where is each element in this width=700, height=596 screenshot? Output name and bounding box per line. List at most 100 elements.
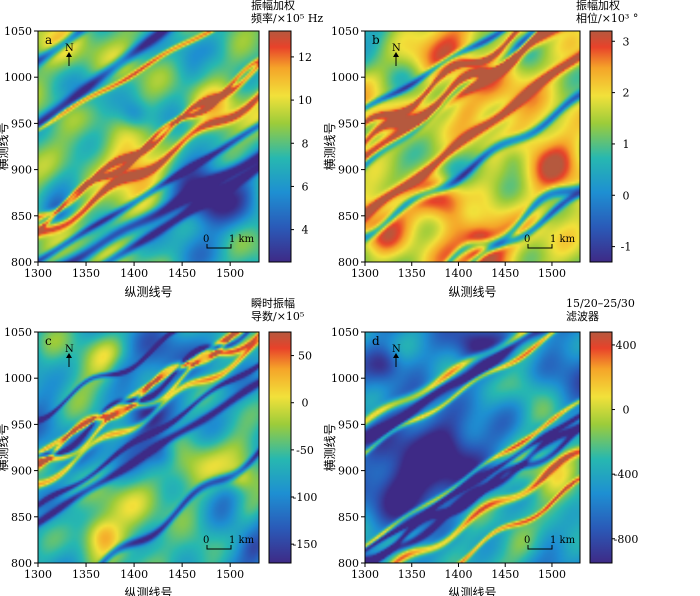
y-tick-label: 800 <box>11 256 32 269</box>
scale-bar <box>527 244 553 249</box>
colorbar-tick-label: -1 <box>621 241 632 254</box>
colorbar-tick-label: 4 <box>302 224 309 237</box>
colorbar-tick-label: -100 <box>293 491 318 504</box>
scale-bar <box>206 545 232 550</box>
colorbar-tick-label: 1 <box>623 138 630 151</box>
colorbar-tick-label: -400 <box>614 468 639 481</box>
y-tick-label: 800 <box>338 256 359 269</box>
colorbar <box>268 331 292 564</box>
y-tick-label: 1050 <box>331 25 359 38</box>
scale-label-1km: 1 km <box>550 535 576 546</box>
x-tick-label: 1400 <box>120 568 148 581</box>
colorbar-tick-label: 0 <box>302 397 309 410</box>
colorbar-title-line: 瞬时振幅 <box>251 296 295 310</box>
x-tick-label: 1450 <box>168 568 196 581</box>
x-tick-label: 1500 <box>538 267 566 280</box>
colorbar-tick-label: 400 <box>616 339 637 352</box>
panel-label: b <box>372 33 380 47</box>
plot-frame <box>364 30 581 263</box>
north-arrowhead-icon <box>393 52 399 57</box>
x-tick-label: 1500 <box>538 568 566 581</box>
x-axis-label: 纵测线号 <box>124 586 172 596</box>
scale-bar <box>527 545 553 550</box>
colorbar-tick-label: 10 <box>298 94 312 107</box>
colorbar-tick-label: 0 <box>623 189 630 202</box>
colorbar-tick-label: 6 <box>302 180 309 193</box>
x-axis-label: 纵测线号 <box>124 285 172 299</box>
x-tick-label: 1400 <box>444 267 472 280</box>
north-arrowhead-icon <box>66 353 72 358</box>
colorbar-tick-label: 0 <box>623 404 630 417</box>
y-tick-label: 950 <box>338 418 359 431</box>
y-tick-label: 800 <box>338 557 359 570</box>
plot-frame <box>364 331 581 564</box>
panel-c: c N 0 1 km 1300 1350 1400 1450 1500 800 850 900 950 1… <box>0 296 317 596</box>
colorbar <box>589 331 613 564</box>
y-axis-label: 横测线号 <box>323 122 337 170</box>
y-tick-label: 1050 <box>331 326 359 339</box>
colorbar-title-line: 频率/×10⁵ Hz <box>251 11 323 25</box>
colorbar <box>589 30 613 263</box>
x-tick-label: 1350 <box>72 568 100 581</box>
y-tick-label: 850 <box>11 511 32 524</box>
panel-b: b N 0 1 km 1300 1350 1400 1450 1500 800 850 900 950 1… <box>323 0 638 299</box>
x-axis-label: 纵测线号 <box>448 586 496 596</box>
y-tick-label: 1000 <box>4 372 32 385</box>
y-tick-label: 1050 <box>4 25 32 38</box>
y-tick-label: 1000 <box>4 71 32 84</box>
colorbar-tick-label: -800 <box>614 533 639 546</box>
x-tick-label: 1500 <box>216 267 244 280</box>
north-arrowhead-icon <box>66 52 72 57</box>
colorbar-tick-label: 3 <box>623 35 630 48</box>
x-tick-label: 1300 <box>351 267 379 280</box>
y-tick-label: 900 <box>338 164 359 177</box>
y-tick-label: 850 <box>338 210 359 223</box>
heatmap-a <box>38 31 259 262</box>
x-tick-label: 1500 <box>216 568 244 581</box>
y-tick-label: 950 <box>11 117 32 130</box>
colorbar-tick-label: 12 <box>298 51 312 64</box>
y-tick-label: 1050 <box>4 326 32 339</box>
x-tick-label: 1300 <box>24 568 52 581</box>
y-tick-label: 900 <box>11 465 32 478</box>
colorbar-title-line: 15/20–25/30 <box>566 297 635 310</box>
colorbar-tick-label: 2 <box>623 87 630 100</box>
heatmap-d <box>365 332 580 563</box>
north-label: N <box>65 43 74 54</box>
colorbar-title-line: 导数/×10⁵ <box>251 310 304 323</box>
colorbar-title-line: 振幅加权 <box>251 0 295 12</box>
y-tick-label: 1000 <box>331 372 359 385</box>
y-tick-label: 900 <box>11 164 32 177</box>
y-tick-label: 850 <box>338 511 359 524</box>
y-tick-label: 900 <box>338 465 359 478</box>
scale-label-1km: 1 km <box>550 234 576 245</box>
scale-label-0: 0 <box>524 234 530 245</box>
north-arrowhead-icon <box>393 353 399 358</box>
colorbar-title-line: 相位/×10³ ° <box>576 11 638 25</box>
panel-d: d N 0 1 km 1300 1350 1400 1450 1500 800 850 900 950 1… <box>323 297 638 596</box>
colorbar-tick-label: -150 <box>293 538 318 551</box>
panel-a: a N 0 1 km 1300 1350 1400 1450 1500 800 850 900 950 1… <box>0 0 323 299</box>
y-tick-label: 1000 <box>331 71 359 84</box>
panel-label: d <box>372 334 380 348</box>
y-tick-label: 950 <box>11 418 32 431</box>
colorbar-title-line: 滤波器 <box>566 310 599 323</box>
panel-label: a <box>45 33 52 47</box>
colorbar-tick-label: 50 <box>298 350 312 363</box>
x-tick-label: 1400 <box>120 267 148 280</box>
x-tick-label: 1450 <box>168 267 196 280</box>
scale-label-1km: 1 km <box>229 535 255 546</box>
y-axis-label: 横测线号 <box>323 423 337 471</box>
colorbar-tick-label: 8 <box>302 137 309 150</box>
north-label: N <box>65 344 74 355</box>
y-axis-label: 横测线号 <box>0 423 10 471</box>
heatmap-b <box>365 31 580 262</box>
y-tick-label: 800 <box>11 557 32 570</box>
x-tick-label: 1350 <box>72 267 100 280</box>
x-tick-label: 1300 <box>24 267 52 280</box>
scale-label-1km: 1 km <box>229 234 255 245</box>
x-tick-label: 1450 <box>491 568 519 581</box>
north-label: N <box>392 344 401 355</box>
y-tick-label: 950 <box>338 117 359 130</box>
